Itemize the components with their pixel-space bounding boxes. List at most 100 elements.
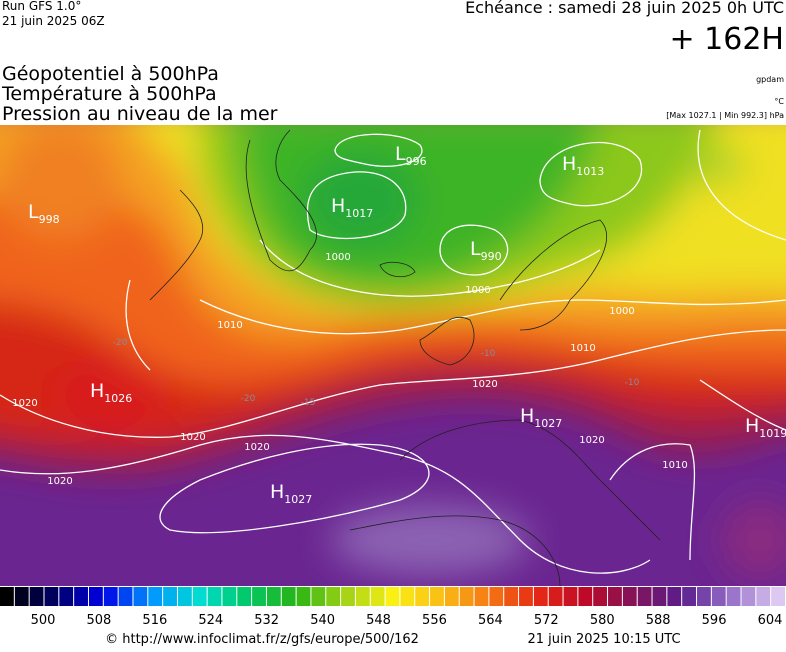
colorbar-swatch [237, 587, 252, 606]
run-label: Run GFS 1.0° [2, 0, 81, 13]
colorbar-swatch [44, 587, 59, 606]
temperature-label: -20 [241, 394, 256, 404]
colorbar-swatch [741, 587, 756, 606]
field-title: Température à 500hPa [1, 83, 217, 105]
colorbar-label: 580 [590, 613, 615, 628]
center-letter: L [28, 201, 39, 223]
pressure-center: L990 [470, 238, 502, 263]
colorbar-swatch [756, 587, 771, 606]
colorbar-swatch [444, 587, 459, 606]
colorbar-swatch [266, 587, 281, 606]
isobar-label: 1000 [609, 306, 634, 317]
center-letter: H [270, 481, 284, 503]
colorbar-swatch [177, 587, 192, 606]
colorbar-label: 572 [534, 613, 559, 628]
colorbar-swatch [59, 587, 74, 606]
colorbar-swatch [163, 587, 177, 606]
center-letter: H [331, 195, 345, 217]
center-letter: H [90, 380, 104, 402]
center-value: 990 [481, 250, 502, 263]
center-value: 1026 [104, 392, 132, 405]
pressure-center: H1017 [331, 195, 373, 220]
colorbar-swatch [222, 587, 237, 606]
colorbar-swatch [608, 587, 622, 606]
temperature-label: -20 [113, 338, 128, 348]
center-value: 1027 [534, 417, 562, 430]
center-letter: H [745, 415, 759, 437]
isobar-label: 1020 [472, 379, 497, 390]
center-value: 1027 [284, 493, 312, 506]
unit: [Max 1027.1 | Min 992.3] hPa [666, 111, 784, 120]
colorbar-swatch [711, 587, 726, 606]
pressure-center: H1019 [745, 415, 786, 440]
colorbar-label: 604 [758, 613, 783, 628]
temperature-label: -15 [301, 398, 316, 408]
isobar-label: 1020 [12, 398, 37, 409]
run-date: 21 juin 2025 06Z [2, 14, 105, 28]
colorbar-swatch [519, 587, 533, 606]
colorbar-swatch [29, 587, 44, 606]
colorbar-swatch [207, 587, 222, 606]
source: © http://www.infoclimat.fr/z/gfs/europe/… [105, 632, 419, 647]
pressure-center: H1013 [562, 153, 604, 178]
colorbar-swatch [697, 587, 711, 606]
footer-date: 21 juin 2025 10:15 UTC [527, 632, 680, 647]
colorbar-swatch [385, 587, 400, 606]
pressure-center: L998 [28, 201, 60, 226]
isobar-label: 1000 [325, 252, 350, 263]
colorbar-label: 548 [366, 613, 391, 628]
isobar-label: 1020 [579, 435, 604, 446]
colorbar-label: 532 [254, 613, 279, 628]
colorbar-label: 540 [310, 613, 335, 628]
colorbar-swatch [459, 587, 474, 606]
pressure-center: H1027 [520, 405, 562, 430]
colorbar-swatch [14, 587, 29, 606]
colorbar-swatch [103, 587, 118, 606]
colorbar-swatch [415, 587, 430, 606]
colorbar-swatch [192, 587, 207, 606]
lead-time: + 162H [670, 22, 785, 57]
pressure-center: L996 [395, 143, 427, 168]
isobar-label: 1000 [465, 285, 490, 296]
colorbar-swatch [326, 587, 341, 606]
colorbar-swatch [667, 587, 682, 606]
center-letter: H [562, 153, 576, 175]
isobar-label: 1010 [662, 460, 687, 471]
isobar-label: 1010 [217, 320, 242, 331]
colorbar-swatch [489, 587, 504, 606]
center-value: 998 [39, 213, 60, 226]
colorbar-swatch [622, 587, 637, 606]
colorbar-swatch [652, 587, 667, 606]
temperature-label: -10 [625, 378, 640, 388]
colorbar-swatch [118, 587, 133, 606]
colorbar-swatch [0, 587, 14, 606]
colorbar-swatch [133, 587, 148, 606]
colorbar-swatch [370, 587, 385, 606]
colorbar-swatch [593, 587, 608, 606]
unit: °C [774, 97, 784, 106]
colorbar-swatch [311, 587, 326, 606]
colorbar-swatch [74, 587, 88, 606]
isobars [0, 129, 786, 574]
colorbar-swatch [637, 587, 652, 606]
colorbar-swatch [548, 587, 563, 606]
colorbar-label: 556 [422, 613, 447, 628]
field-title: Pression au niveau de la mer [2, 103, 278, 125]
colorbar-swatch [341, 587, 355, 606]
colorbar-label: 564 [478, 613, 503, 628]
isobar-label: 1020 [180, 432, 205, 443]
colorbar-swatch [504, 587, 519, 606]
pressure-center: H1026 [90, 380, 132, 405]
colorbar-label: 508 [87, 613, 112, 628]
temperature-label: -10 [481, 349, 496, 359]
echeance: Echéance : samedi 28 juin 2025 0h UTC [465, 0, 784, 17]
colorbar-swatch [726, 587, 741, 606]
center-value: 1019 [759, 427, 786, 440]
colorbar-label: 596 [702, 613, 727, 628]
colorbar-swatch [88, 587, 103, 606]
colorbar-swatch [533, 587, 548, 606]
isobar-label: 1010 [570, 343, 595, 354]
